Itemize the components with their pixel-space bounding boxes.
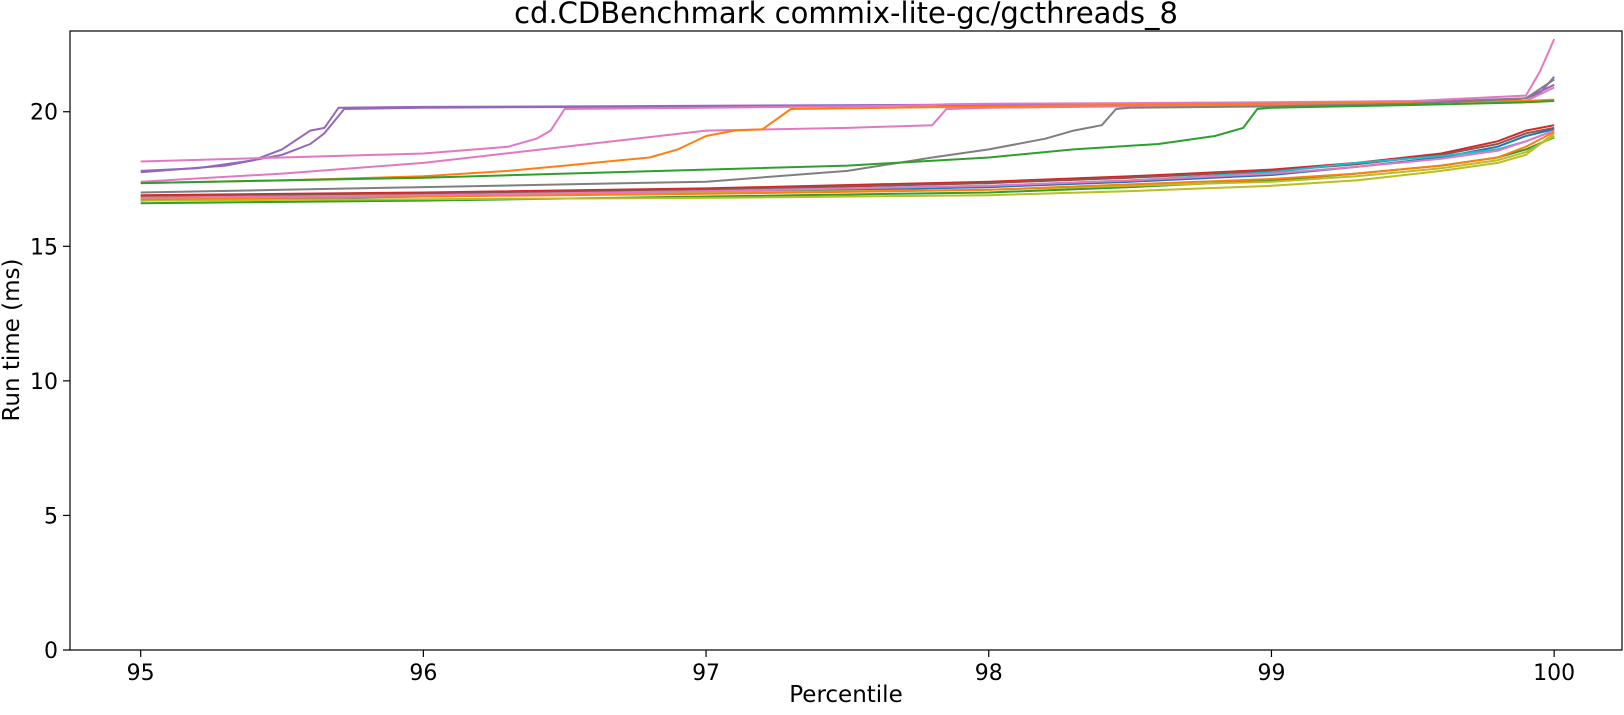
y-tick-label: 5 [44,504,58,529]
y-axis: 0 5 10 15 20 [30,101,70,664]
series-line-9 [140,126,1555,198]
series-line-7 [140,100,1555,185]
series-line-16 [140,129,1555,199]
plot-background [70,31,1622,650]
chart-title: cd.CDBenchmark commix-lite-gc/gcthreads_… [514,0,1178,30]
y-tick-label: 15 [30,235,58,260]
series-line-6 [140,78,1555,194]
series-line-3 [140,38,1556,163]
plot-frame [69,30,1623,651]
x-tick-label: 95 [127,661,155,686]
y-axis-label: Run time (ms) [0,258,25,421]
series-line-8 [140,124,1555,197]
x-tick-label: 96 [409,661,437,686]
x-tick-label: 97 [692,661,720,686]
x-axis-label: Percentile [789,682,902,708]
y-tick-label: 0 [44,639,58,664]
series-line-13 [140,132,1555,202]
x-tick-label: 98 [975,661,1003,686]
series-line-5 [140,98,1555,185]
y-tick-label: 10 [30,370,58,395]
y-tick-label: 20 [30,101,58,126]
x-axis: 95 96 97 98 99 100 [127,650,1575,686]
x-tick-label: 99 [1257,661,1285,686]
x-tick-label: 100 [1533,661,1575,686]
series-line-15 [140,131,1555,201]
series-layer [140,38,1556,205]
